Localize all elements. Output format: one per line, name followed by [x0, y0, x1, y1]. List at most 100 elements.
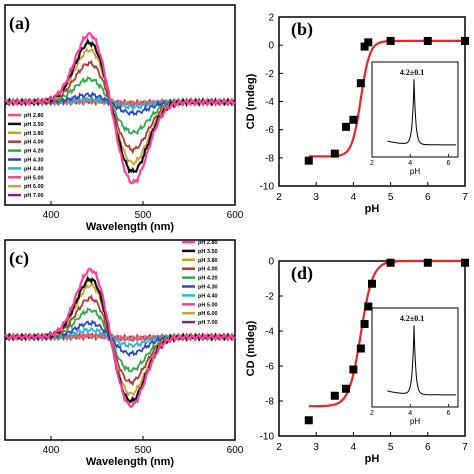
- data-point: [364, 38, 373, 47]
- titration-panel-d: -10 -8 -6 -4 -2 0 2 3 4 5 6 7 pH CD (mdeg) (d) 2 4 6 pH 4.2…: [245, 257, 469, 465]
- x-tick-label: 400: [43, 210, 60, 221]
- plot-frame: [278, 260, 466, 437]
- y-tick-label: -10: [260, 182, 275, 193]
- titration-panel-b: -10 -8 -6 -4 -2 0 2 2 3 4 5 6 7 pH CD (mdeg) (b) 2 4 6 pH 4.…: [245, 13, 469, 215]
- x-tick-label: 2: [276, 192, 282, 203]
- inset-tick-label: 2: [370, 160, 374, 167]
- inset-annotation: 4.2±0.1: [400, 68, 424, 77]
- plot-frame: [4, 4, 236, 206]
- legend-entry: pH 2.80: [24, 113, 44, 119]
- x-tick-label: 5: [388, 192, 394, 203]
- spectrum-line-ph-2_80: [4, 31, 236, 185]
- data-point: [386, 258, 395, 267]
- x-tick-label: 4: [351, 192, 357, 203]
- x-tick-label: 6: [425, 442, 431, 453]
- spectrum-panel-a: 400 500 600 Wavelength (nm) (a) pH 2.80 pH 3.5…: [3, 4, 244, 233]
- y-tick-label: -2: [265, 69, 274, 80]
- x-axis-title: pH: [365, 203, 380, 215]
- legend-entry: pH 3.50: [24, 122, 44, 128]
- y-tick-label: -6: [265, 125, 274, 136]
- data-point: [341, 384, 350, 393]
- x-tick-label: 7: [462, 192, 468, 203]
- data-point: [356, 79, 365, 88]
- data-point: [341, 122, 350, 131]
- x-tick-label: 4: [351, 442, 357, 453]
- data-point: [349, 115, 358, 124]
- panel-label: (d): [291, 263, 313, 284]
- y-tick-label: 0: [268, 257, 274, 268]
- x-tick-label: 600: [227, 445, 244, 456]
- legend-entry: pH 2.80: [198, 240, 218, 246]
- data-point: [356, 344, 365, 353]
- y-tick-label: 2: [268, 13, 274, 24]
- legend-entry: pH 4.20: [24, 149, 44, 155]
- data-point: [330, 391, 339, 400]
- data-point: [360, 42, 369, 51]
- legend-entry: pH 4.30: [198, 285, 218, 291]
- data-point: [368, 279, 376, 288]
- y-tick-label: -4: [265, 327, 274, 338]
- inset-tick-label: 4: [408, 160, 412, 167]
- x-tick-label: 3: [313, 442, 319, 453]
- inset-tick-label: 6: [446, 160, 450, 167]
- legend-entry: pH 4.30: [24, 158, 44, 164]
- x-tick-label: 6: [425, 192, 431, 203]
- x-tick-label: 3: [313, 192, 319, 203]
- y-tick-label: 0: [268, 41, 274, 52]
- data-point: [304, 156, 313, 165]
- data-point: [461, 258, 469, 267]
- y-axis-title: CD (mdeg): [245, 73, 257, 129]
- y-tick-label: -8: [265, 397, 274, 408]
- y-tick-label: -4: [265, 97, 274, 108]
- x-tick-label: 600: [227, 210, 244, 221]
- x-tick-label: 5: [388, 442, 394, 453]
- inset-annotation: 4.2±0.1: [400, 314, 424, 323]
- legend-entry: pH 4.00: [24, 140, 44, 146]
- data-point: [386, 36, 395, 45]
- inset-derivative-curve: [387, 79, 457, 146]
- x-axis-title: Wavelength (nm): [86, 221, 175, 233]
- data-point: [364, 302, 373, 311]
- inset-tick-label: 2: [370, 410, 374, 417]
- legend-entry: pH 3.80: [198, 258, 218, 264]
- data-point: [461, 36, 469, 45]
- legend-entry: pH 4.40: [24, 166, 44, 172]
- x-tick-label: 500: [135, 210, 152, 221]
- x-tick-label: 400: [43, 445, 60, 456]
- spectrum-panel-c: 400 500 600 Wavelength (nm) (c) pH 2.80 pH 3.5…: [3, 239, 244, 468]
- plot-frame: [4, 239, 236, 441]
- legend-entry: pH 7.00: [198, 320, 218, 326]
- x-tick-label: 500: [135, 445, 152, 456]
- spectrum-line-ph-2_80: [4, 267, 236, 409]
- y-tick-label: -6: [265, 362, 274, 373]
- data-point: [360, 320, 369, 328]
- legend-entry: pH 3.50: [198, 249, 218, 255]
- y-tick-label: -8: [265, 153, 274, 164]
- inset-x-axis-title: pH: [410, 417, 420, 426]
- x-tick-label: 2: [276, 442, 282, 453]
- legend-entry: pH 6.00: [198, 311, 218, 317]
- legend-entry: pH 4.40: [198, 293, 218, 299]
- x-tick-label: 7: [462, 442, 468, 453]
- legend-entry: pH 4.00: [198, 267, 218, 273]
- legend-entry: pH 5.00: [198, 302, 218, 308]
- data-point: [349, 365, 358, 374]
- panel-label: (a): [9, 13, 30, 34]
- inset-plot: 2 4 6 pH 4.2±0.1: [370, 307, 459, 426]
- x-axis-title: pH: [365, 453, 380, 465]
- y-axis-title: CD (mdeg): [245, 320, 257, 376]
- inset-tick-label: 6: [446, 410, 450, 417]
- inset-derivative-curve: [387, 325, 457, 396]
- x-axis-title: Wavelength (nm): [86, 456, 175, 468]
- data-point: [423, 36, 432, 45]
- legend-entry: pH 4.20: [198, 276, 218, 282]
- legend-entry: pH 7.00: [24, 193, 44, 199]
- panel-label: (b): [291, 19, 313, 40]
- y-tick-label: -2: [265, 292, 274, 303]
- legend-entry: pH 3.80: [24, 131, 44, 137]
- y-tick-label: -10: [260, 432, 275, 443]
- panel-label: (c): [9, 248, 29, 269]
- data-point: [423, 258, 432, 267]
- inset-tick-label: 4: [408, 410, 412, 417]
